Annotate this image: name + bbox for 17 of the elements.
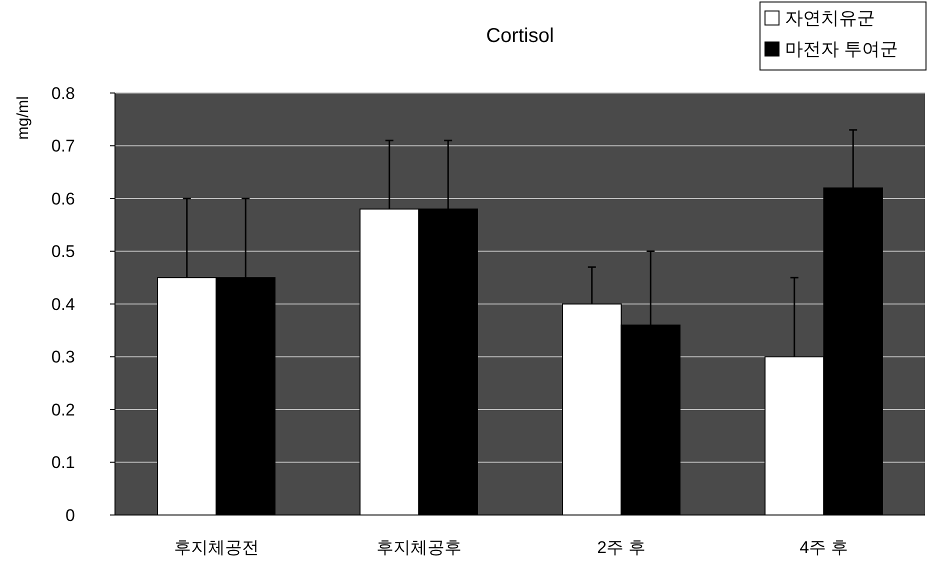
y-tick-label: 0.4 <box>51 294 75 314</box>
legend-label: 자연치유군 <box>785 8 875 28</box>
y-tick-label: 0.1 <box>51 453 75 472</box>
x-tick-label: 후지체공후 <box>376 538 462 557</box>
x-tick-label: 4주 후 <box>800 538 848 557</box>
y-tick-label: 0 <box>66 506 75 525</box>
chart-title: Cortisol <box>486 25 554 47</box>
y-tick-label: 0.5 <box>51 242 75 262</box>
y-tick-label: 0.2 <box>51 400 75 420</box>
y-tick-label: 0.7 <box>51 136 75 156</box>
y-tick-label: 0.8 <box>51 84 75 103</box>
legend-label: 마전자 투여군 <box>785 39 898 59</box>
x-tick-label: 후지체공전 <box>174 538 259 557</box>
x-tick-label: 2주 후 <box>597 538 646 557</box>
y-axis-title: mg/ml <box>15 96 32 140</box>
y-tick-label: 0.3 <box>51 348 75 367</box>
y-tick-label: 0.6 <box>51 189 75 208</box>
